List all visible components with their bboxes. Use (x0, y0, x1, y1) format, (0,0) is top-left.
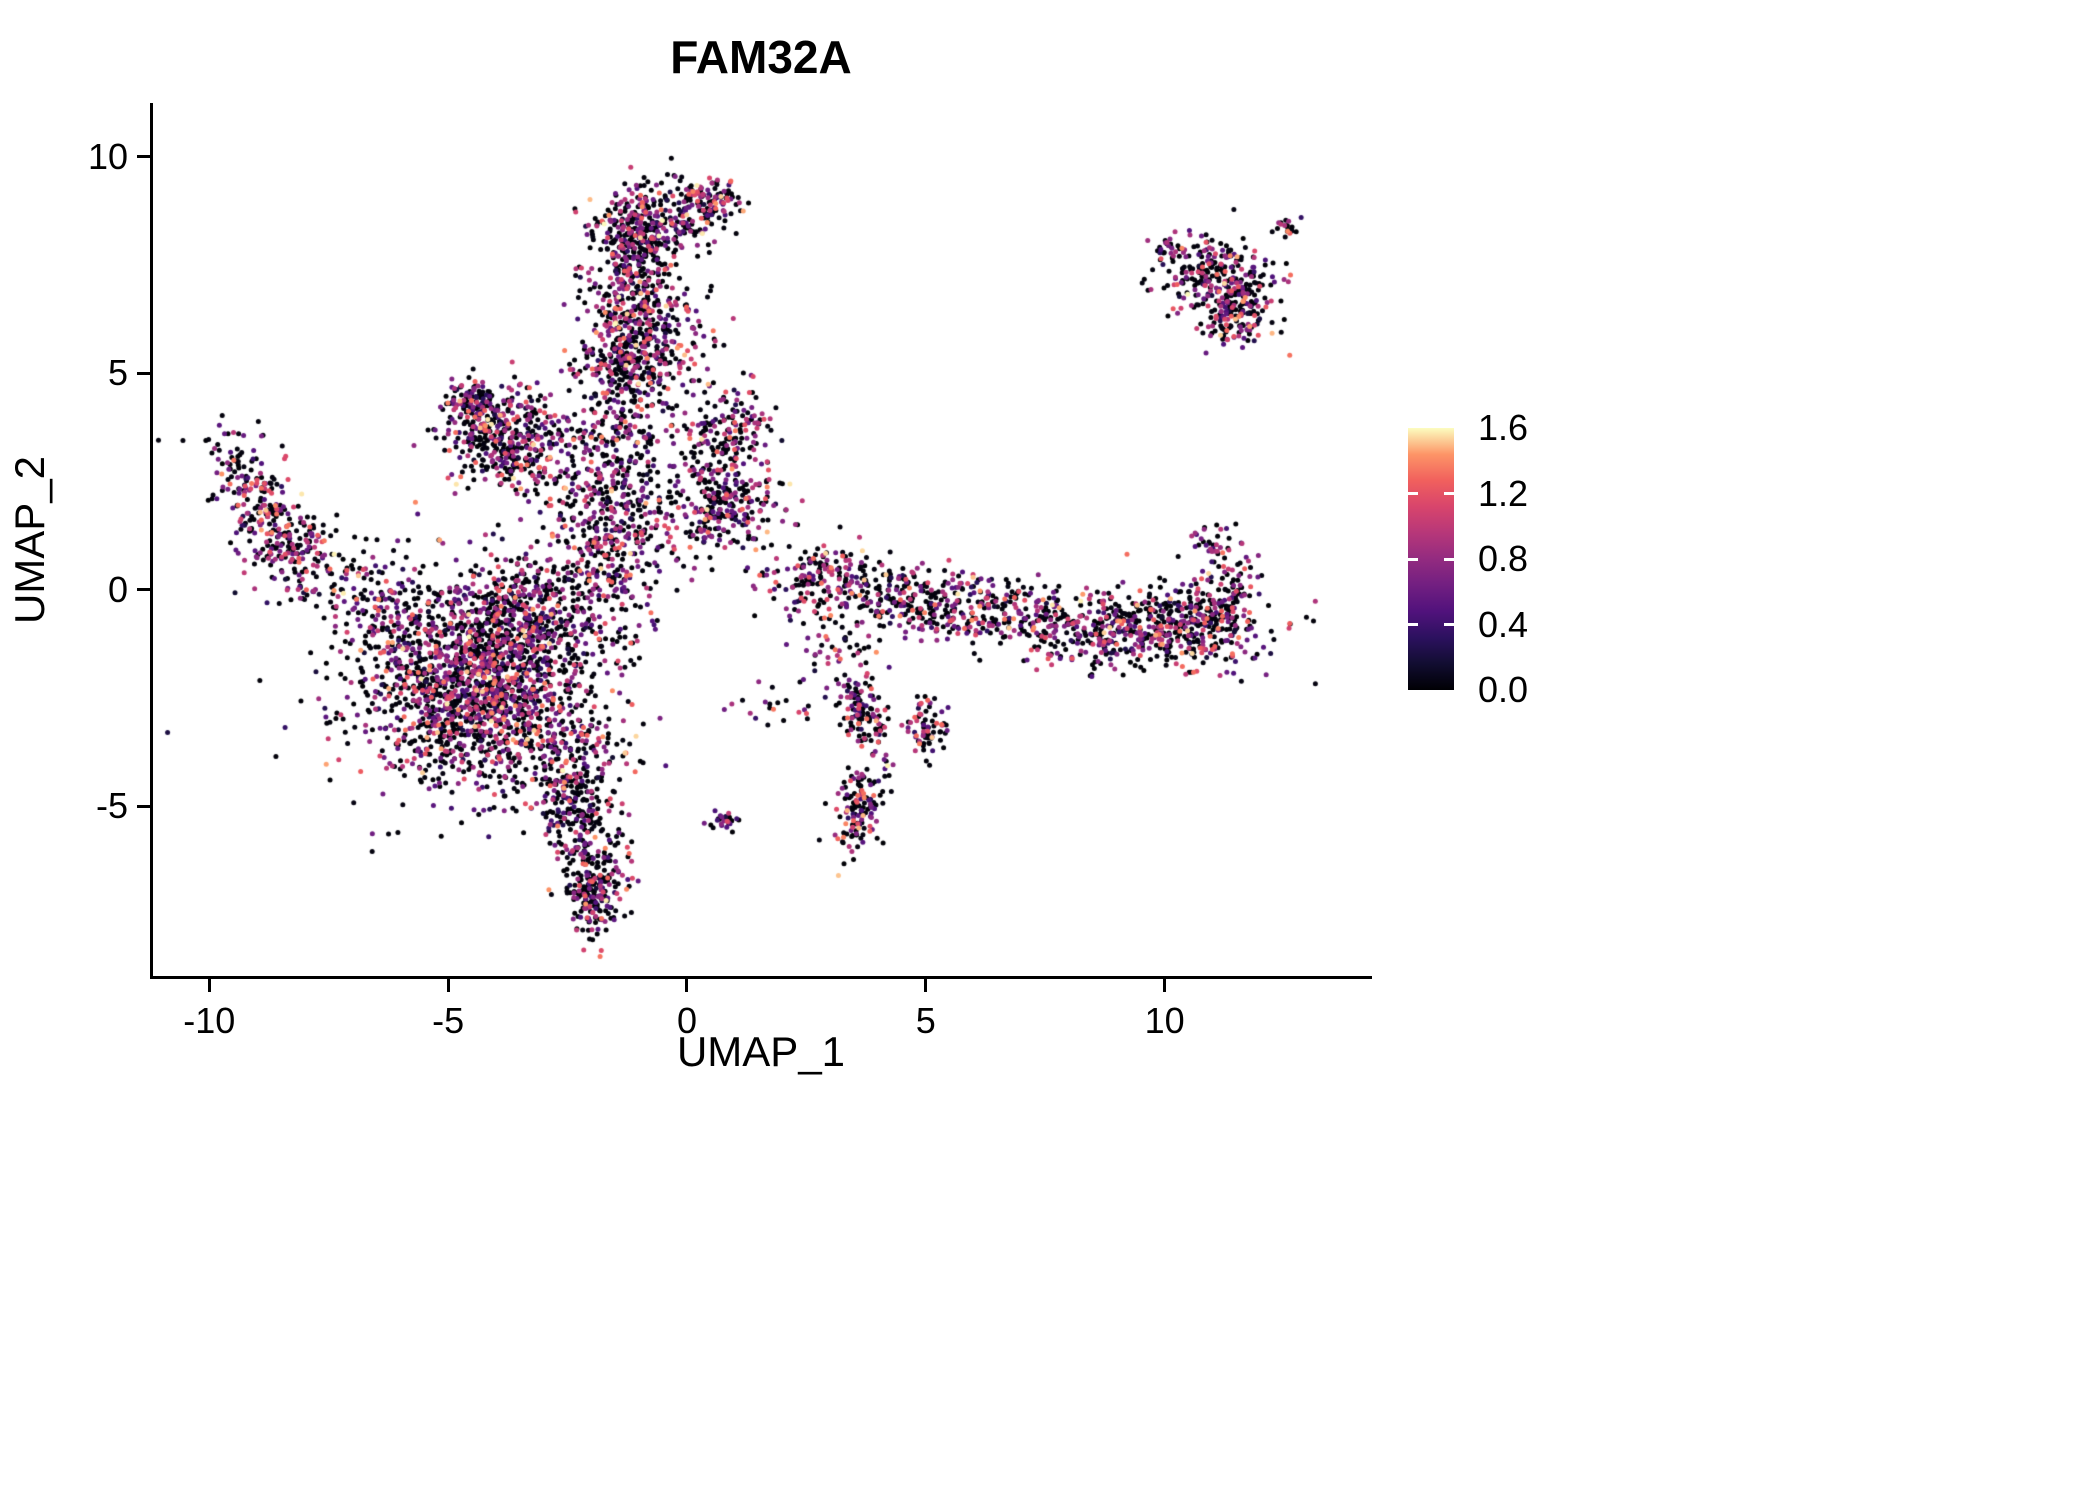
colorbar-tick-mark (1444, 557, 1454, 561)
colorbar-tick-label: 0.4 (1478, 603, 1529, 645)
colorbar-tick-label: 1.6 (1478, 407, 1529, 448)
colorbar-tick-label: 0.0 (1478, 669, 1529, 710)
colorbar-tick-label: 0.8 (1478, 538, 1529, 579)
y-tick-label: 5 (107, 352, 128, 394)
colorbar-tick-mark (1444, 623, 1454, 626)
x-tick-mark (1163, 979, 1167, 992)
y-tick-label: 10 (87, 135, 128, 177)
x-tick-mark (685, 979, 689, 992)
y-tick-mark (137, 155, 150, 159)
x-tick-label: -5 (432, 1000, 465, 1041)
x-tick-mark (446, 979, 450, 992)
plot-area (152, 105, 1370, 975)
x-axis-line (150, 976, 1372, 979)
x-tick-mark (207, 979, 211, 992)
x-tick-mark (924, 979, 928, 992)
y-axis-line (150, 103, 153, 979)
colorbar-tick-mark (1408, 492, 1418, 495)
y-axis-title: UMAP_2 (6, 455, 53, 625)
x-tick-label: 5 (915, 1000, 936, 1041)
scatter-canvas (152, 105, 1370, 975)
x-tick-label: 10 (1144, 1000, 1185, 1041)
y-tick-mark (137, 804, 150, 808)
plot-title: FAM32A (670, 31, 852, 83)
y-tick-mark (137, 588, 150, 592)
colorbar-tick-label: 1.2 (1478, 472, 1529, 514)
x-tick-label: 0 (676, 1000, 697, 1041)
colorbar-tick-mark (1444, 492, 1454, 495)
x-tick-label: -10 (183, 1000, 236, 1041)
colorbar-tick-mark (1408, 557, 1418, 561)
colorbar-tick-mark (1408, 623, 1418, 626)
x-axis-title: UMAP_1 (676, 1028, 846, 1075)
y-tick-mark (137, 371, 150, 375)
y-tick-label: 0 (107, 568, 128, 610)
y-tick-label: -5 (95, 785, 128, 827)
